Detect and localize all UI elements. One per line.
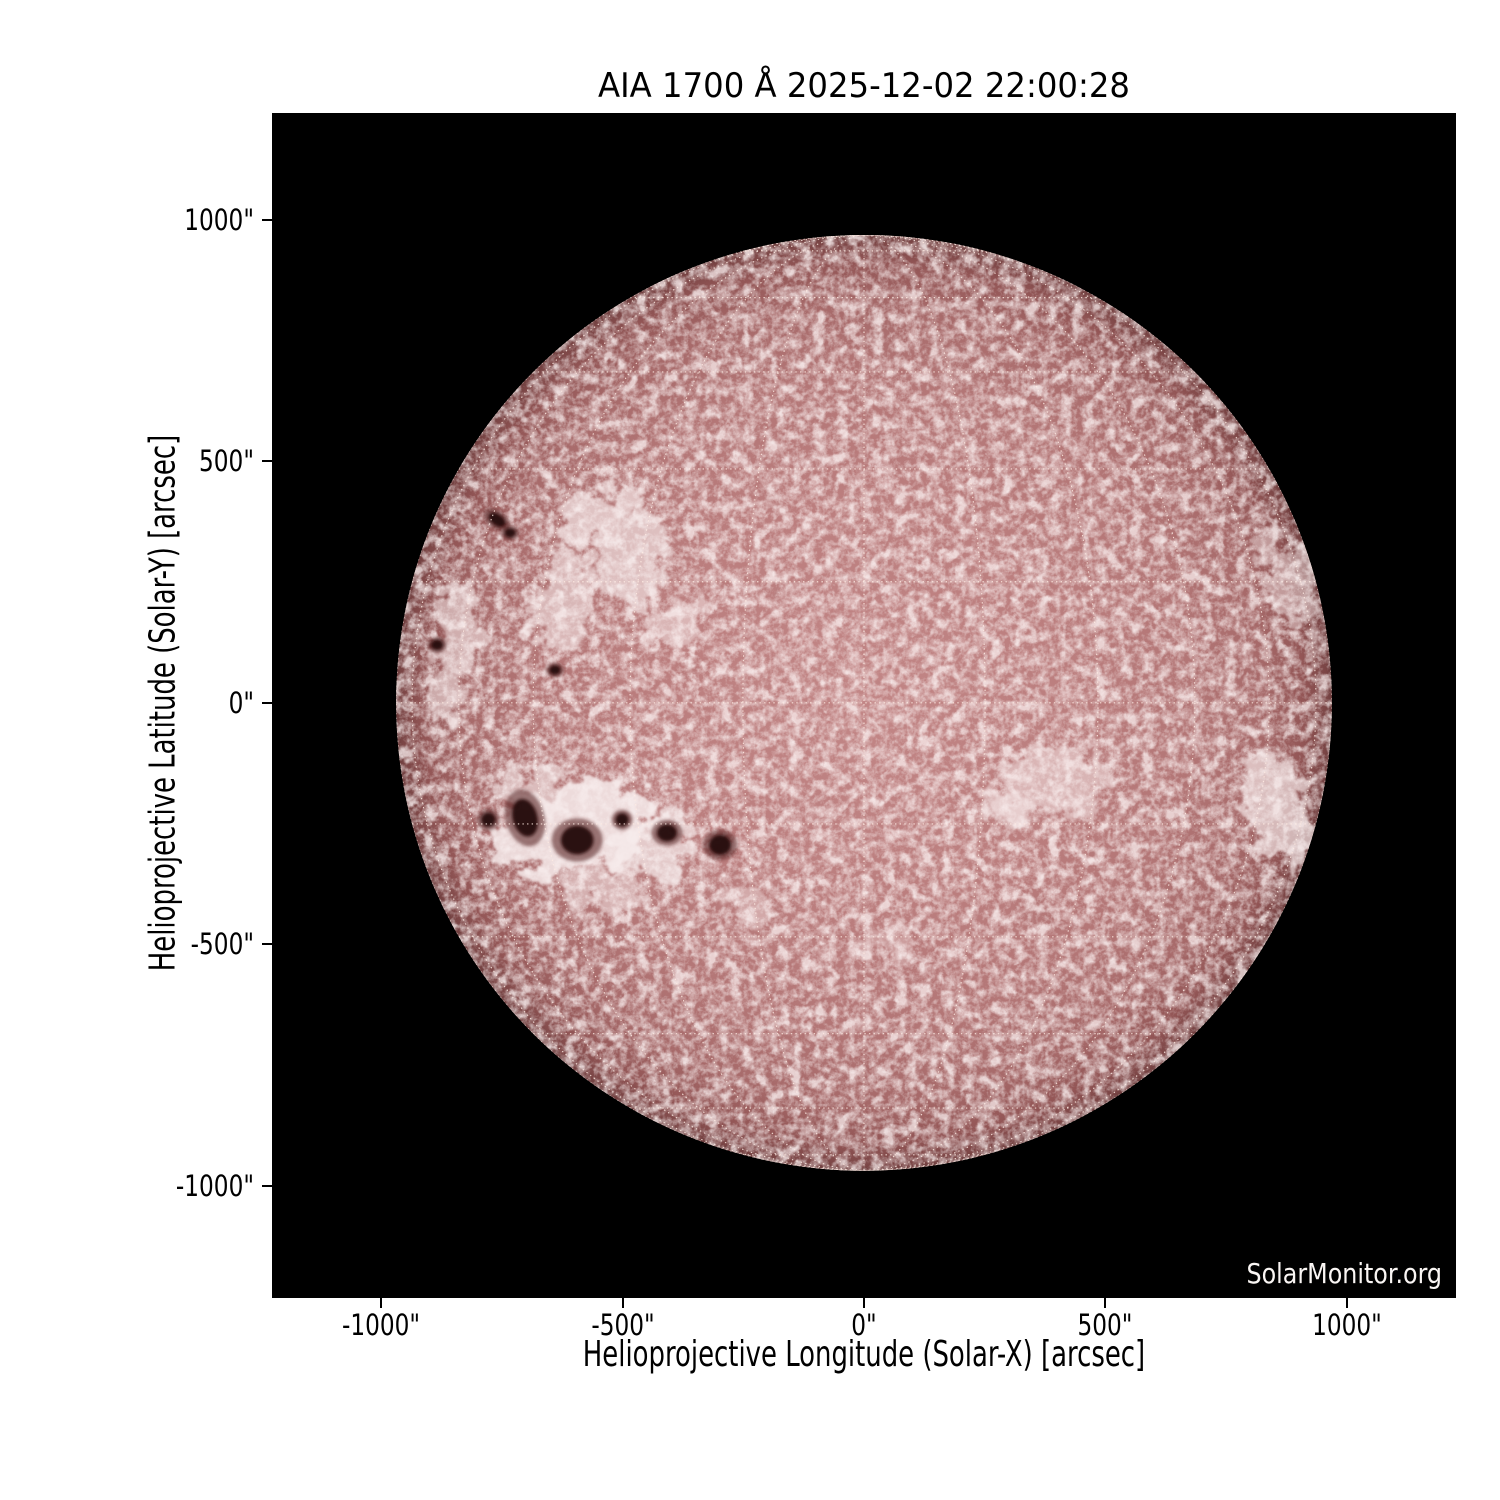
sunspot	[611, 809, 633, 830]
sunspot	[702, 829, 738, 861]
plage-blob	[536, 548, 593, 654]
plage-blob	[725, 887, 781, 925]
x-tick-label: -500"	[590, 1308, 655, 1342]
x-tick-mark	[621, 1298, 624, 1308]
sunspot	[477, 808, 500, 831]
plage-blob	[1258, 520, 1310, 629]
y-tick-label: 0"	[228, 685, 254, 720]
x-tick-label: -1000"	[342, 1308, 421, 1342]
sunspot-group	[427, 508, 738, 862]
solar-disk-image	[396, 234, 1332, 1171]
y-tick-mark	[262, 701, 272, 704]
x-tick-mark	[1104, 1298, 1107, 1308]
disk-granulation	[396, 234, 1332, 1171]
x-tick-label: 500"	[1077, 1308, 1133, 1342]
figure-title: AIA 1700 Å 2025-12-02 22:00:28	[598, 66, 1130, 106]
plot-area: SolarMonitor.org	[272, 113, 1456, 1298]
sunspot	[551, 818, 603, 862]
sunspot	[651, 819, 683, 846]
plage-blob	[550, 483, 637, 546]
grid-meridian	[742, 234, 986, 1171]
y-tick-label: 1000"	[184, 202, 254, 237]
grid-meridian	[411, 234, 1317, 1171]
watermark: SolarMonitor.org	[1246, 1257, 1442, 1290]
sunspot	[501, 525, 520, 541]
x-axis-label: Helioprojective Longitude (Solar-X) [arc…	[582, 1334, 1146, 1375]
x-tick-label: 1000"	[1311, 1308, 1382, 1342]
plage-blob	[432, 575, 480, 720]
sunspot	[504, 789, 546, 847]
sunspot	[545, 662, 564, 678]
x-tick-mark	[863, 1298, 865, 1308]
y-tick-mark	[262, 460, 272, 463]
sunspot	[427, 636, 447, 653]
y-tick-mark	[262, 218, 272, 221]
x-tick-label: 0"	[851, 1308, 877, 1342]
x-tick-mark	[1345, 1298, 1348, 1308]
y-tick-label: -500"	[190, 927, 254, 962]
plage-blob	[979, 787, 1038, 827]
plage-blob	[638, 599, 704, 647]
solar-disk	[396, 234, 1332, 1171]
plage-blob	[567, 866, 640, 912]
grid-meridian	[458, 234, 1270, 1171]
plage-blob	[854, 929, 913, 959]
y-tick-mark	[262, 1184, 272, 1187]
plage-blob	[1245, 749, 1309, 874]
y-tick-label: 500"	[199, 444, 254, 479]
x-tick-mark	[380, 1298, 383, 1308]
grid-meridian	[629, 234, 1099, 1171]
y-tick-label: -1000"	[175, 1168, 254, 1203]
grid-meridian	[532, 234, 1196, 1171]
heliographic-grid	[396, 234, 1332, 1171]
y-tick-mark	[262, 943, 272, 946]
sunspot	[483, 508, 511, 531]
